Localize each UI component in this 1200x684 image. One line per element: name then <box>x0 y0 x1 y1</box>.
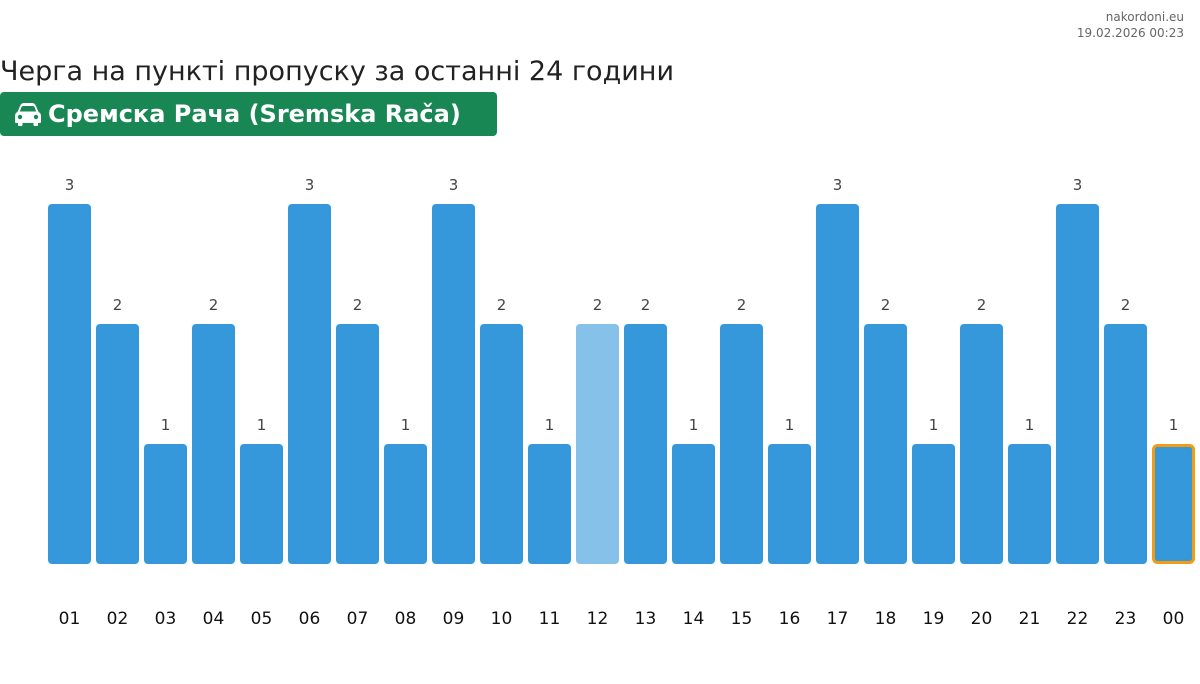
x-tick-04: 04 <box>203 609 225 629</box>
bar-09[interactable] <box>432 204 475 564</box>
x-tick-00: 00 <box>1163 609 1185 629</box>
bar-00[interactable] <box>1152 444 1195 564</box>
x-tick-11: 11 <box>539 609 561 629</box>
x-tick-22: 22 <box>1067 609 1089 629</box>
data-label-05: 1 <box>257 416 267 434</box>
bar-02[interactable] <box>96 324 139 564</box>
bar-19[interactable] <box>912 444 955 564</box>
checkpoint-name: Сремска Рача (Sremska Rača) <box>48 100 461 128</box>
data-label-17: 3 <box>833 176 843 194</box>
page-title: Черга на пункті пропуску за останні 24 г… <box>0 56 674 87</box>
bar-06[interactable] <box>288 204 331 564</box>
data-label-18: 2 <box>881 296 891 314</box>
data-label-14: 1 <box>689 416 699 434</box>
bar-13[interactable] <box>624 324 667 564</box>
data-label-01: 3 <box>65 176 75 194</box>
data-label-19: 1 <box>929 416 939 434</box>
bar-07[interactable] <box>336 324 379 564</box>
data-label-21: 1 <box>1025 416 1035 434</box>
x-tick-06: 06 <box>299 609 321 629</box>
data-label-07: 2 <box>353 296 363 314</box>
data-label-12: 2 <box>593 296 603 314</box>
bar-03[interactable] <box>144 444 187 564</box>
bar-16[interactable] <box>768 444 811 564</box>
car-icon <box>15 103 41 126</box>
data-label-13: 2 <box>641 296 651 314</box>
x-tick-19: 19 <box>923 609 945 629</box>
bar-15[interactable] <box>720 324 763 564</box>
x-tick-21: 21 <box>1019 609 1041 629</box>
x-tick-14: 14 <box>683 609 705 629</box>
data-label-06: 3 <box>305 176 315 194</box>
timestamp: 19.02.2026 00:23 <box>1076 26 1184 40</box>
data-label-22: 3 <box>1073 176 1083 194</box>
bar-23[interactable] <box>1104 324 1147 564</box>
data-label-16: 1 <box>785 416 795 434</box>
bar-04[interactable] <box>192 324 235 564</box>
x-tick-08: 08 <box>395 609 417 629</box>
data-label-08: 1 <box>401 416 411 434</box>
data-label-11: 1 <box>545 416 555 434</box>
bar-12[interactable] <box>576 324 619 564</box>
bar-14[interactable] <box>672 444 715 564</box>
bar-05[interactable] <box>240 444 283 564</box>
bar-18[interactable] <box>864 324 907 564</box>
x-tick-20: 20 <box>971 609 993 629</box>
x-tick-05: 05 <box>251 609 273 629</box>
x-tick-16: 16 <box>779 609 801 629</box>
bar-08[interactable] <box>384 444 427 564</box>
bar-01[interactable] <box>48 204 91 564</box>
site-info: nakordoni.eu 19.02.2026 00:23 <box>1077 9 1184 41</box>
x-tick-12: 12 <box>587 609 609 629</box>
x-tick-17: 17 <box>827 609 849 629</box>
x-tick-13: 13 <box>635 609 657 629</box>
bar-20[interactable] <box>960 324 1003 564</box>
x-tick-18: 18 <box>875 609 897 629</box>
site-name: nakordoni.eu <box>1105 10 1184 24</box>
x-tick-03: 03 <box>155 609 177 629</box>
x-tick-01: 01 <box>59 609 81 629</box>
data-label-04: 2 <box>209 296 219 314</box>
bar-11[interactable] <box>528 444 571 564</box>
bar-21[interactable] <box>1008 444 1051 564</box>
data-label-15: 2 <box>737 296 747 314</box>
data-label-20: 2 <box>977 296 987 314</box>
x-tick-15: 15 <box>731 609 753 629</box>
checkpoint-badge: Сремска Рача (Sremska Rača) <box>0 92 497 136</box>
x-tick-10: 10 <box>491 609 513 629</box>
data-label-02: 2 <box>113 296 123 314</box>
bar-17[interactable] <box>816 204 859 564</box>
bar-10[interactable] <box>480 324 523 564</box>
data-label-10: 2 <box>497 296 507 314</box>
data-label-00: 1 <box>1169 416 1179 434</box>
bar-22[interactable] <box>1056 204 1099 564</box>
x-tick-07: 07 <box>347 609 369 629</box>
x-tick-09: 09 <box>443 609 465 629</box>
data-label-03: 1 <box>161 416 171 434</box>
x-tick-02: 02 <box>107 609 129 629</box>
x-tick-23: 23 <box>1115 609 1137 629</box>
data-label-23: 2 <box>1121 296 1131 314</box>
data-label-09: 3 <box>449 176 459 194</box>
